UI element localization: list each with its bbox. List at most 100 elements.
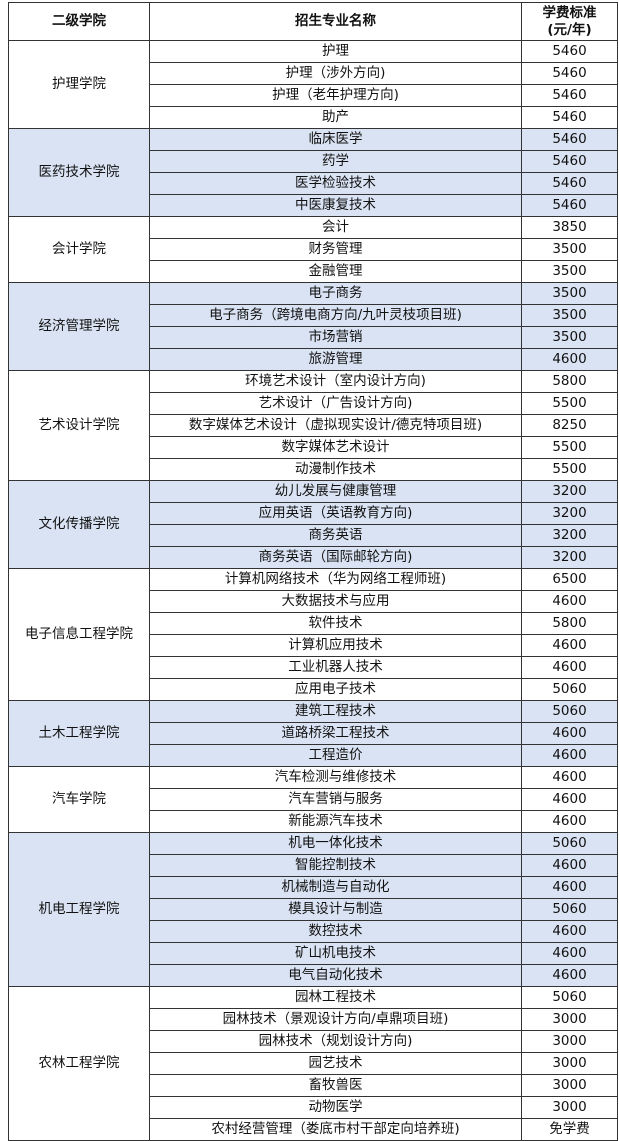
major-cell: 园林技术（规划设计方向) (149, 1030, 522, 1053)
table-row: 市场营销 3500 (9, 326, 618, 349)
major-cell: 电子商务（跨境电商方向/九叶灵枝项目班) (149, 304, 522, 327)
fee-cell: 5500 (521, 436, 618, 459)
table-row: 应用电子技术 5060 (9, 678, 618, 701)
fee-cell: 5060 (521, 898, 618, 921)
fee-cell: 3200 (521, 524, 618, 547)
major-cell: 护理 (149, 40, 522, 63)
table-row: 农村经营管理（娄底市村干部定向培养班) 免学费 (9, 1118, 618, 1141)
college-cell: 农林工程学院 (8, 986, 150, 1141)
table-row: 模具设计与制造 5060 (9, 898, 618, 921)
fee-cell: 4600 (521, 590, 618, 613)
fee-cell: 4600 (521, 744, 618, 767)
header-college: 二级学院 (8, 2, 150, 41)
major-cell: 金融管理 (149, 260, 522, 283)
table-row: 经济管理学院 电子商务 3500 (8, 282, 618, 371)
fee-cell: 3200 (521, 480, 618, 503)
college-cell: 机电工程学院 (8, 832, 150, 987)
major-cell: 应用英语（英语教育方向) (149, 502, 522, 525)
major-cell: 畜牧兽医 (149, 1074, 522, 1097)
fee-cell: 3000 (521, 1096, 618, 1119)
major-cell: 软件技术 (149, 612, 522, 635)
major-cell: 临床医学 (149, 128, 522, 151)
college-cell: 护理学院 (8, 40, 150, 129)
table-row: 计算机应用技术 4600 (9, 634, 618, 657)
table-row: 护理学院 护理 5460 (8, 40, 618, 129)
college-cell: 土木工程学院 (8, 700, 150, 767)
fee-cell: 5460 (521, 84, 618, 107)
major-cell: 汽车检测与维修技术 (149, 766, 522, 789)
major-cell: 农村经营管理（娄底市村干部定向培养班) (149, 1118, 522, 1141)
fee-cell: 8250 (521, 414, 618, 437)
fee-cell: 5800 (521, 370, 618, 393)
table-row: 畜牧兽医 3000 (9, 1074, 618, 1097)
fee-cell: 4600 (521, 722, 618, 745)
fee-cell: 4600 (521, 876, 618, 899)
table-row: 医药技术学院 临床医学 5460 (8, 128, 618, 217)
major-cell: 旅游管理 (149, 348, 522, 371)
major-cell: 药学 (149, 150, 522, 173)
table-row: 艺术设计学院 环境艺术设计（室内设计方向) 5800 (8, 370, 618, 481)
major-cell: 商务英语 (149, 524, 522, 547)
fee-cell: 4600 (521, 920, 618, 943)
major-cell: 中医康复技术 (149, 194, 522, 217)
fee-cell: 5460 (521, 150, 618, 173)
table-row: 商务英语（国际邮轮方向) 3200 (9, 546, 618, 569)
fee-cell: 3000 (521, 1030, 618, 1053)
table-row: 汽车营销与服务 4600 (9, 788, 618, 811)
fee-cell: 3500 (521, 282, 618, 305)
fee-cell: 5460 (521, 172, 618, 195)
table-row: 机械制造与自动化 4600 (9, 876, 618, 899)
table-row: 电子商务（跨境电商方向/九叶灵枝项目班) 3500 (9, 304, 618, 327)
table-row: 园艺技术 3000 (9, 1052, 618, 1075)
major-cell: 护理（老年护理方向) (149, 84, 522, 107)
major-cell: 环境艺术设计（室内设计方向) (149, 370, 522, 393)
major-cell: 电气自动化技术 (149, 964, 522, 987)
fee-cell: 4600 (521, 634, 618, 657)
fee-cell: 5800 (521, 612, 618, 635)
fee-cell: 4600 (521, 854, 618, 877)
college-cell: 会计学院 (8, 216, 150, 283)
fee-cell: 4600 (521, 964, 618, 987)
major-cell: 模具设计与制造 (149, 898, 522, 921)
table-row: 商务英语 3200 (9, 524, 618, 547)
table-row: 土木工程学院 建筑工程技术 5060 (8, 700, 618, 767)
header-fee-line1: 学费标准 (542, 4, 597, 21)
major-cell: 机械制造与自动化 (149, 876, 522, 899)
fee-cell: 5060 (521, 832, 618, 855)
fee-cell: 3000 (521, 1008, 618, 1031)
tuition-table: 二级学院 招生专业名称 学费标准 (元/年) 护理学院 护理 5460 护理（涉外方向)… (8, 2, 618, 1141)
fee-cell: 4600 (521, 656, 618, 679)
fee-cell: 3500 (521, 260, 618, 283)
major-cell: 市场营销 (149, 326, 522, 349)
major-cell: 商务英语（国际邮轮方向) (149, 546, 522, 569)
major-cell: 电子商务 (149, 282, 522, 305)
major-cell: 新能源汽车技术 (149, 810, 522, 833)
fee-cell: 3850 (521, 216, 618, 239)
table-row: 机电工程学院 机电一体化技术 5060 (8, 832, 618, 987)
major-cell: 数控技术 (149, 920, 522, 943)
table-row: 软件技术 5800 (9, 612, 618, 635)
major-cell: 会计 (149, 216, 522, 239)
major-cell: 数字媒体艺术设计（虚拟现实设计/德克特项目班) (149, 414, 522, 437)
fee-cell: 5060 (521, 986, 618, 1009)
table-row: 财务管理 3500 (9, 238, 618, 261)
fee-cell: 5500 (521, 392, 618, 415)
fee-cell: 5460 (521, 40, 618, 63)
table-row: 医学检验技术 5460 (9, 172, 618, 195)
major-cell: 医学检验技术 (149, 172, 522, 195)
major-cell: 汽车营销与服务 (149, 788, 522, 811)
fee-cell: 5060 (521, 678, 618, 701)
fee-cell: 5060 (521, 700, 618, 723)
fee-cell: 3500 (521, 238, 618, 261)
fee-cell: 4600 (521, 810, 618, 833)
fee-cell: 5460 (521, 194, 618, 217)
major-cell: 计算机网络技术（华为网络工程师班) (149, 568, 522, 591)
college-cell: 艺术设计学院 (8, 370, 150, 481)
fee-cell: 3200 (521, 546, 618, 569)
fee-cell: 5500 (521, 458, 618, 481)
table-row: 中医康复技术 5460 (9, 194, 618, 217)
college-cell: 汽车学院 (8, 766, 150, 833)
table-row: 文化传播学院 幼儿发展与健康管理 3200 (8, 480, 618, 569)
major-cell: 计算机应用技术 (149, 634, 522, 657)
table-row: 助产 5460 (9, 106, 618, 129)
